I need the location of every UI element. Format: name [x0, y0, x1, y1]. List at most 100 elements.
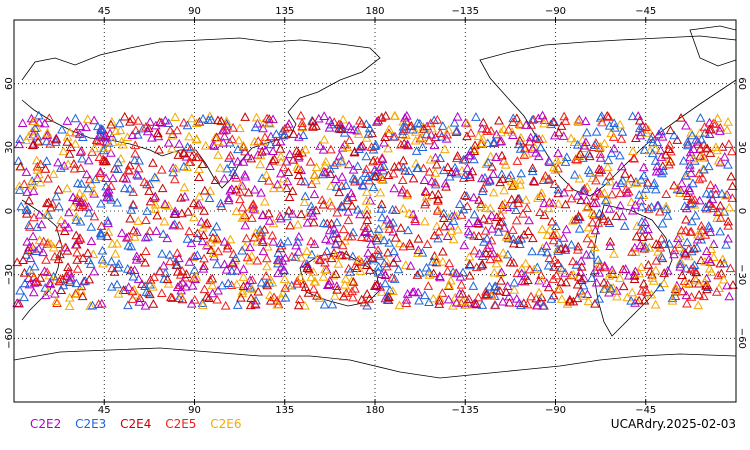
observation-marker	[364, 293, 375, 303]
observation-marker	[612, 291, 622, 301]
observation-marker	[344, 135, 355, 145]
observation-marker	[581, 137, 591, 147]
observation-marker	[228, 167, 239, 177]
observation-marker	[540, 170, 551, 180]
observation-marker	[458, 267, 468, 277]
observation-marker	[661, 189, 672, 199]
observation-marker	[227, 134, 238, 144]
observation-marker	[427, 123, 437, 133]
observation-marker	[338, 224, 349, 234]
observation-marker	[398, 241, 409, 251]
observation-marker	[278, 173, 289, 183]
observation-marker	[551, 155, 562, 165]
observation-marker	[362, 289, 372, 298]
observation-marker	[511, 293, 522, 303]
observation-marker	[694, 289, 704, 299]
observation-marker	[130, 125, 141, 135]
lon-tick-bottom: 45	[98, 405, 111, 416]
observation-marker	[468, 192, 479, 202]
observation-marker	[288, 154, 298, 164]
observation-marker	[444, 280, 455, 289]
observation-marker	[215, 198, 226, 208]
observation-marker	[53, 254, 64, 264]
observation-marker	[497, 150, 507, 160]
observation-marker	[42, 267, 52, 277]
observation-marker	[262, 261, 272, 271]
observation-marker	[586, 239, 597, 248]
observation-marker	[477, 123, 487, 133]
observation-marker	[537, 224, 548, 234]
observation-marker	[63, 262, 73, 271]
observation-marker	[163, 278, 174, 288]
observation-marker	[273, 254, 284, 264]
observation-marker	[398, 162, 409, 172]
observation-marker	[255, 159, 266, 169]
observation-marker	[209, 141, 220, 150]
observation-marker	[605, 236, 616, 246]
observation-marker	[115, 125, 126, 135]
observation-marker	[515, 144, 526, 153]
observation-marker	[461, 191, 472, 200]
observation-marker	[194, 172, 204, 181]
observation-marker	[641, 127, 652, 137]
observation-marker	[309, 239, 320, 248]
observation-marker	[113, 157, 124, 167]
observation-marker	[645, 266, 656, 276]
observation-marker	[529, 264, 540, 274]
observation-marker	[197, 222, 208, 232]
observation-marker	[32, 161, 43, 171]
observation-marker	[140, 232, 151, 242]
observation-marker	[355, 266, 366, 275]
observation-marker	[272, 299, 282, 309]
observation-marker	[48, 271, 59, 281]
observation-marker	[444, 171, 455, 181]
observation-marker	[488, 169, 499, 178]
observation-marker	[485, 203, 496, 213]
observation-marker	[237, 285, 248, 295]
observation-marker	[528, 233, 538, 243]
observation-marker	[727, 146, 737, 156]
observation-marker	[194, 191, 205, 201]
observation-marker	[284, 205, 294, 215]
observation-marker	[175, 269, 186, 279]
observation-marker	[508, 113, 519, 123]
observation-marker	[276, 156, 286, 166]
observation-marker	[20, 278, 30, 288]
observation-marker	[469, 230, 479, 240]
observation-marker	[706, 267, 717, 276]
observation-marker	[665, 125, 676, 135]
observation-marker	[121, 173, 132, 183]
observation-marker	[138, 123, 148, 133]
observation-marker	[69, 159, 79, 168]
observation-marker	[338, 114, 348, 124]
observation-marker	[141, 215, 151, 225]
observation-marker	[263, 208, 274, 218]
observation-marker	[278, 162, 289, 172]
observation-marker	[135, 253, 146, 262]
observation-marker	[144, 226, 155, 235]
observation-marker	[72, 247, 82, 257]
observation-marker	[599, 188, 610, 197]
observation-marker	[15, 161, 26, 171]
observation-marker	[693, 300, 704, 310]
observation-marker	[569, 169, 580, 179]
observation-marker	[591, 198, 602, 207]
observation-marker	[570, 214, 581, 224]
observation-marker	[97, 245, 108, 255]
observation-marker	[189, 251, 200, 261]
observation-marker	[271, 137, 282, 146]
observation-marker	[463, 150, 474, 160]
observation-marker	[650, 265, 661, 275]
observation-marker	[21, 208, 32, 218]
observation-marker	[225, 150, 236, 160]
observation-marker	[54, 239, 65, 248]
observation-marker	[478, 117, 489, 127]
observation-marker	[314, 293, 325, 302]
observation-marker	[688, 153, 698, 163]
observation-marker	[308, 121, 318, 131]
observation-marker	[169, 174, 180, 184]
observation-marker	[110, 248, 121, 258]
observation-marker	[346, 124, 356, 133]
observation-marker	[291, 146, 302, 155]
observation-marker	[71, 239, 82, 249]
